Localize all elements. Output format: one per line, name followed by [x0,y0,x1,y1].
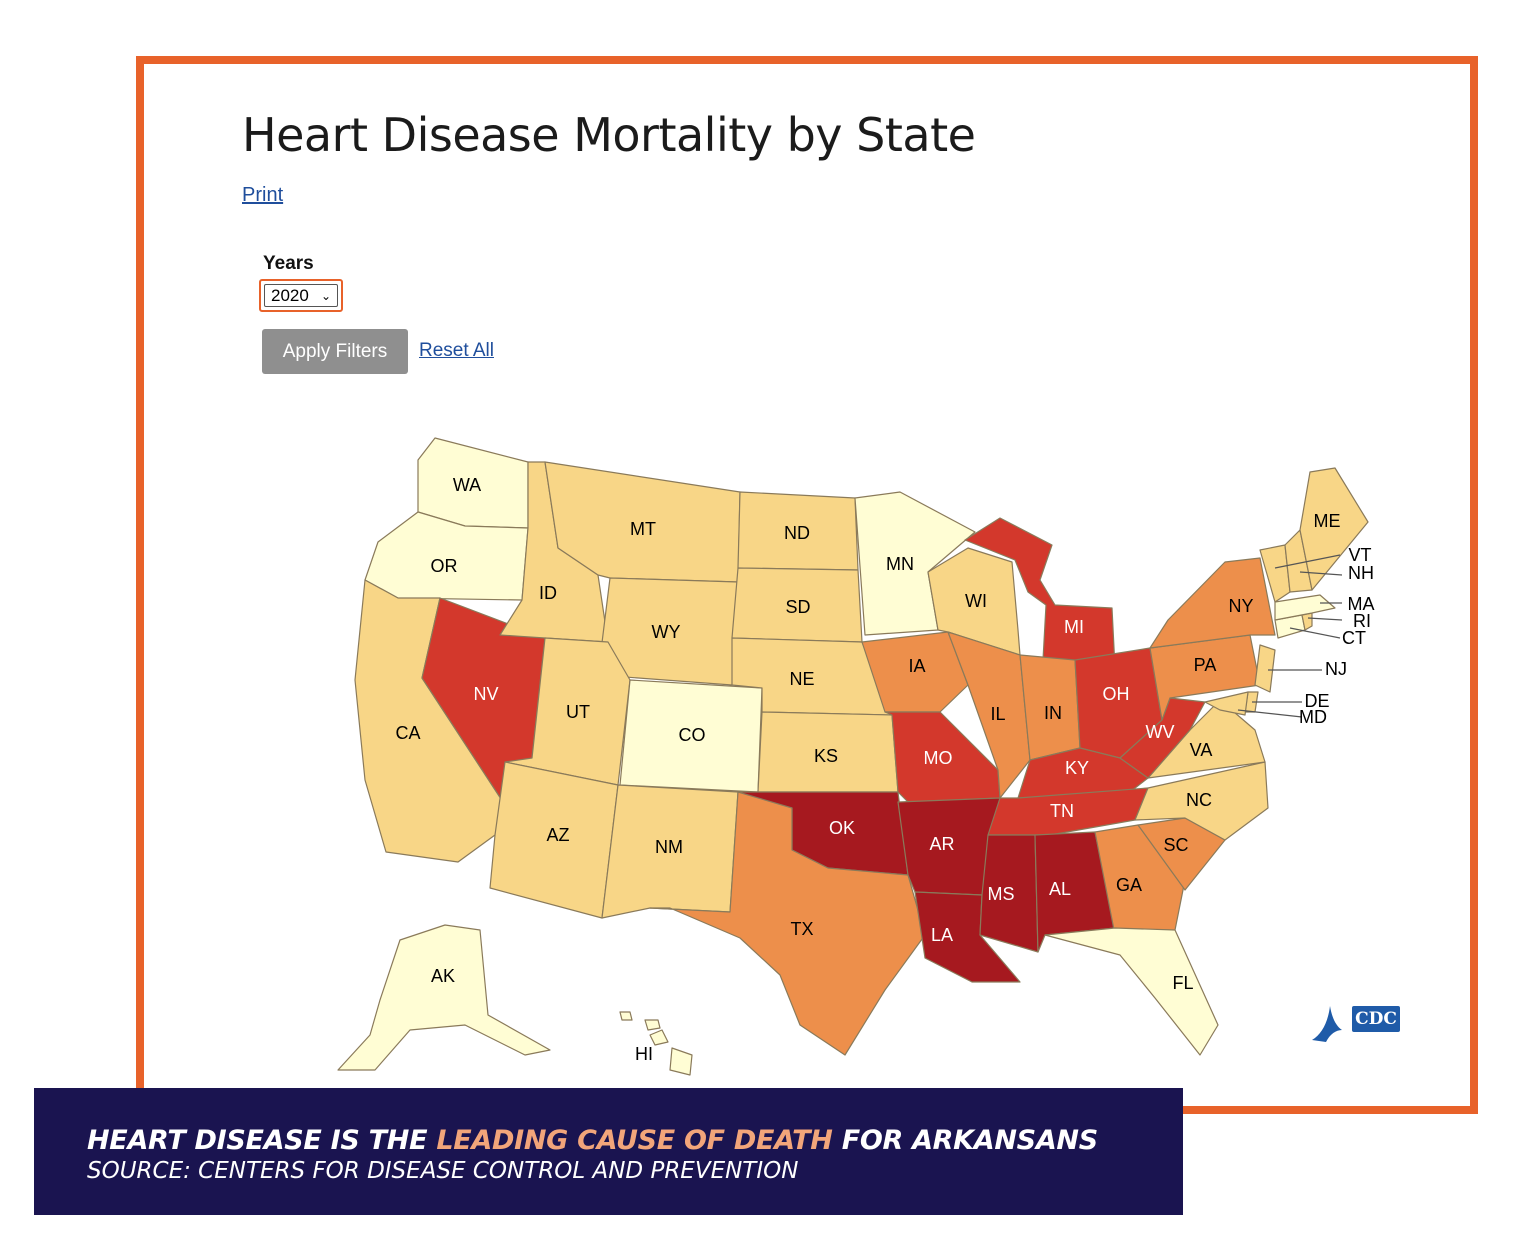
state-label-KS: KS [814,746,838,766]
state-NY[interactable] [1149,557,1276,649]
state-MS[interactable] [979,834,1039,953]
state-label-AK: AK [431,966,455,986]
state-WI[interactable] [927,547,1021,656]
page-title: Heart Disease Mortality by State [242,108,976,162]
banner-headline-highlight: LEADING CAUSE OF DEATH [436,1125,833,1156]
state-label-ME: ME [1314,511,1341,531]
state-label-SC: SC [1163,835,1188,855]
print-link[interactable]: Print [242,184,284,206]
label-leader-lines [1237,554,1343,718]
state-label-TX: TX [790,919,813,939]
state-TX[interactable] [649,791,926,1056]
state-label-NE: NE [789,669,814,689]
state-label-IL: IL [990,704,1005,724]
banner-headline: HEART DISEASE IS THE LEADING CAUSE OF DE… [87,1125,1098,1156]
banner-headline-post: FOR ARKANSANS [832,1125,1098,1156]
years-select[interactable]: 2020 ⌄ [259,279,343,312]
state-label-UT: UT [566,702,590,722]
state-label-PA: PA [1194,655,1217,675]
state-label-WI: WI [965,591,987,611]
state-label-NC: NC [1186,790,1212,810]
state-label-MD: MD [1299,707,1327,727]
state-OR[interactable] [364,511,529,601]
state-label-NJ: NJ [1325,659,1347,679]
state-label-MS: MS [988,884,1015,904]
state-HI-oahu[interactable] [619,1011,633,1021]
years-selected-value: 2020 [271,285,309,305]
state-GA[interactable] [1094,824,1186,936]
state-label-VT: VT [1348,545,1371,565]
state-label-FL: FL [1172,973,1193,993]
state-label-NH: NH [1348,563,1374,583]
state-label-LA: LA [931,925,953,945]
state-label-OK: OK [829,818,855,838]
state-label-CT: CT [1342,628,1366,648]
state-label-WV: WV [1146,722,1175,742]
us-state-map: WA OR CA NV ID MT WY UT AZ CO NM ND SD N… [337,437,1375,1076]
state-label-AL: AL [1049,879,1071,899]
years-label: Years [263,253,314,274]
state-HI[interactable] [649,1029,669,1046]
cdc-logo: CDC [1312,1006,1400,1042]
state-label-TN: TN [1050,801,1074,821]
state-label-IN: IN [1044,703,1062,723]
state-label-MI: MI [1064,617,1084,637]
state-label-ND: ND [784,523,810,543]
state-label-ID: ID [539,583,557,603]
state-label-OR: OR [431,556,458,576]
state-label-CO: CO [679,725,706,745]
state-label-MO: MO [924,748,953,768]
state-label-OH: OH [1103,684,1130,704]
state-label-VA: VA [1190,740,1213,760]
apply-filters-button[interactable]: Apply Filters [262,329,408,374]
state-label-AZ: AZ [546,825,569,845]
state-label-MT: MT [630,519,656,539]
cdc-logo-text: CDC [1355,1009,1397,1029]
state-AK[interactable] [337,924,551,1071]
state-HI-big-island[interactable] [669,1047,693,1076]
state-label-AR: AR [929,834,954,854]
state-label-WY: WY [652,622,681,642]
caption-banner: HEART DISEASE IS THE LEADING CAUSE OF DE… [34,1088,1183,1215]
state-label-WA: WA [453,475,481,495]
hhs-eagle-icon [1312,1006,1342,1042]
state-label-RI: RI [1353,611,1371,631]
state-label-MA: MA [1348,594,1375,614]
chevron-down-icon: ⌄ [320,288,331,303]
state-label-CA: CA [395,723,420,743]
state-HI-maui[interactable] [644,1019,661,1031]
state-MA[interactable] [1274,594,1336,621]
state-MD[interactable] [1204,691,1249,716]
reset-all-link[interactable]: Reset All [419,340,494,361]
state-label-IA: IA [908,656,925,676]
state-label-HI: HI [635,1044,653,1064]
banner-headline-pre: HEART DISEASE IS THE [87,1125,437,1156]
state-label-KY: KY [1065,758,1089,778]
state-AZ[interactable] [489,761,619,919]
banner-source: SOURCE: CENTERS FOR DISEASE CONTROL AND … [87,1158,799,1184]
state-label-NM: NM [655,837,683,857]
state-label-MN: MN [886,554,914,574]
state-label-GA: GA [1116,875,1142,895]
state-NJ[interactable] [1254,644,1276,693]
state-IA[interactable] [861,631,969,713]
state-label-SD: SD [785,597,810,617]
state-label-NY: NY [1228,596,1253,616]
years-select-box[interactable]: 2020 ⌄ [264,284,338,307]
cdc-logo-box [1352,1006,1400,1032]
state-FL[interactable] [1044,927,1219,1056]
state-label-DE: DE [1304,691,1329,711]
state-label-NV: NV [473,684,498,704]
